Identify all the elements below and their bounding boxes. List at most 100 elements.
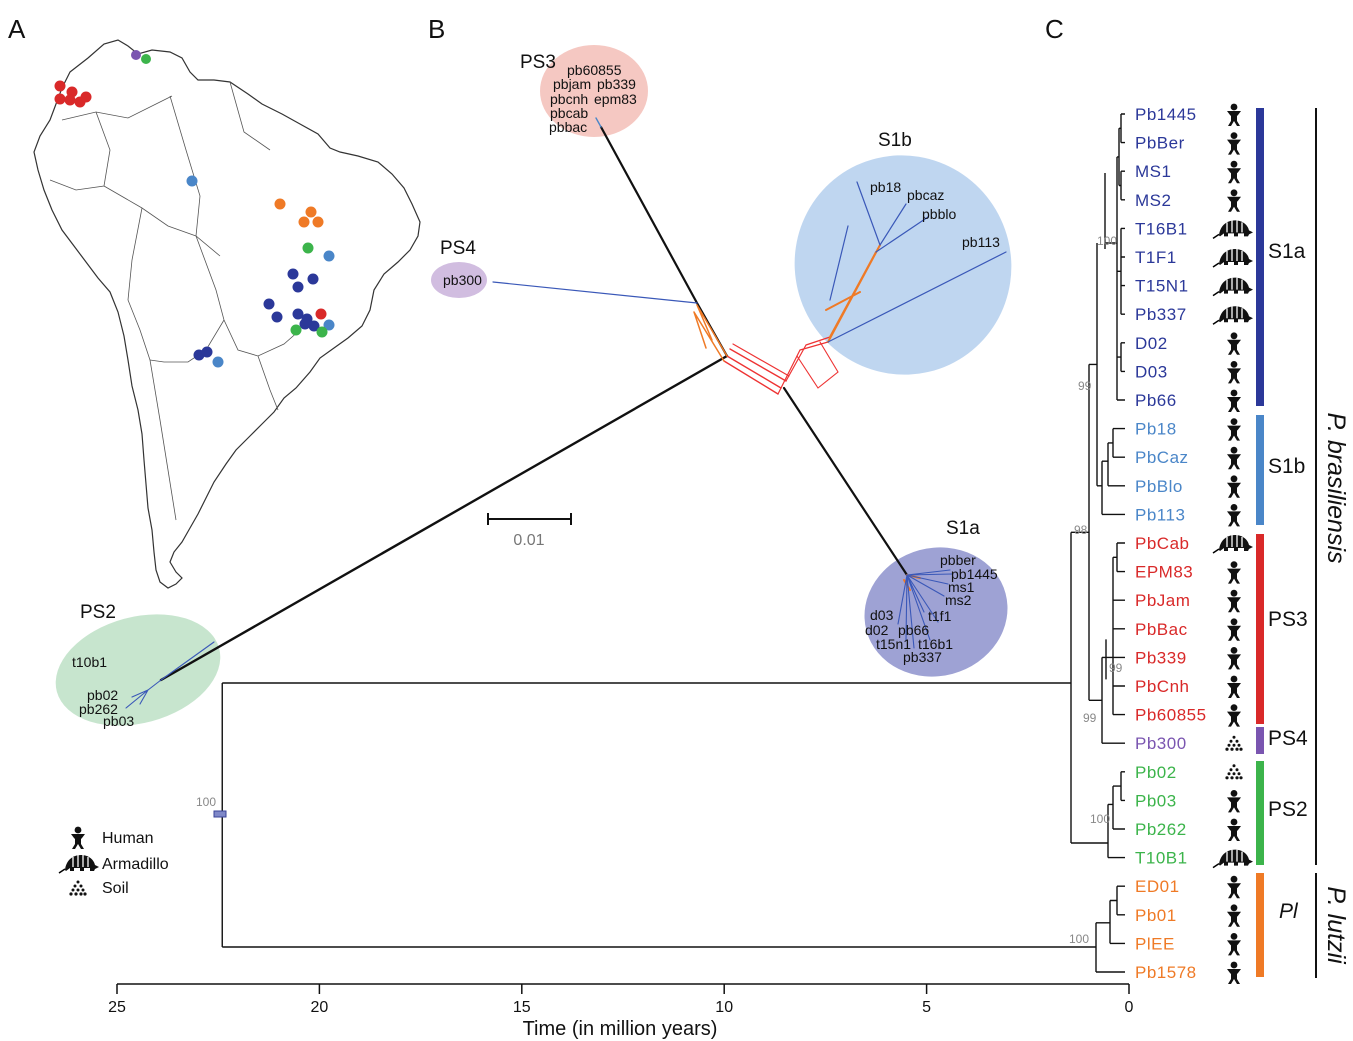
tip-label-pb337: Pb337 xyxy=(1135,305,1187,324)
human-icon xyxy=(1227,875,1241,899)
tip-label-pbcnh: PbCnh xyxy=(1135,677,1189,696)
net-label-pb03: pb03 xyxy=(103,713,134,729)
clade-label-ps2: PS2 xyxy=(1268,798,1308,821)
tip-label-pbber: PbBer xyxy=(1135,134,1185,153)
bootstrap-s1: 99 xyxy=(1078,379,1092,393)
net-label-pb02: pb02 xyxy=(87,687,118,703)
human-icon xyxy=(1227,933,1241,956)
armadillo-icon xyxy=(1212,219,1254,240)
net-label-pb300: pb300 xyxy=(443,272,482,288)
clade-bar-pl xyxy=(1256,873,1264,977)
tree-branch-paths xyxy=(221,113,1125,973)
net-label-t16b1: t16b1 xyxy=(918,636,953,652)
panel-c-letter: C xyxy=(1045,14,1064,44)
tip-label-t10b1: T10B1 xyxy=(1135,849,1188,868)
net-label-pb18: pb18 xyxy=(870,179,901,195)
human-icon xyxy=(1227,618,1241,641)
bootstrap-lutzii: 100 xyxy=(1069,932,1089,946)
net-label-d02: d02 xyxy=(865,622,889,638)
armadillo-icon xyxy=(1212,248,1254,268)
net-label-pb60855: pb60855 xyxy=(567,62,622,78)
time-axis-tick-label: 20 xyxy=(311,999,329,1016)
tip-label-pb339: Pb339 xyxy=(1135,648,1187,667)
tip-label-epm83: EPM83 xyxy=(1135,563,1193,582)
tip-label-pb262: Pb262 xyxy=(1135,820,1187,839)
net-label-pbcab: pbcab xyxy=(550,105,588,121)
net-label-ms1: ms1 xyxy=(948,579,975,595)
panel-a-letter: A xyxy=(8,14,26,44)
human-icon xyxy=(1227,361,1241,384)
net-label-t1f1: t1f1 xyxy=(928,608,952,624)
clade-label-s1a: S1a xyxy=(1268,240,1306,263)
net-label-pb337: pb337 xyxy=(903,649,942,665)
net-label-pbber: pbber xyxy=(940,552,976,568)
bootstrap-ps3-ps4: 99 xyxy=(1083,711,1097,725)
human-icon xyxy=(1227,790,1241,813)
human-icon xyxy=(1227,189,1241,212)
tip-label-t1f1: T1F1 xyxy=(1135,248,1177,267)
tip-label-pb01: Pb01 xyxy=(1135,906,1177,925)
country-borders xyxy=(49,81,301,521)
root-node-bar xyxy=(213,810,227,818)
ps2-label: PS2 xyxy=(80,602,116,623)
tip-label-pb113: Pb113 xyxy=(1135,505,1185,524)
tip-labels: Pb1445 PbBer MS1 MS2 T16B1 T1F1 T15N1 Pb337 D02 D… xyxy=(1135,105,1207,982)
soil-icon xyxy=(1225,735,1243,751)
tip-label-ed01: ED01 xyxy=(1135,877,1180,896)
time-axis-tick-label: 5 xyxy=(922,999,931,1016)
human-icon xyxy=(1227,704,1241,727)
net-label-pb1445: pb1445 xyxy=(951,566,998,582)
tip-label-d03: D03 xyxy=(1135,362,1168,381)
tip-label-ms2: MS2 xyxy=(1135,191,1171,210)
armadillo-icon xyxy=(1212,848,1254,869)
clade-label-ps3: PS3 xyxy=(1268,608,1308,631)
tip-label-pb1578: Pb1578 xyxy=(1135,963,1197,982)
time-axis-ticks: 25 20 15 10 5 0 xyxy=(108,984,1134,1016)
south-america-outline xyxy=(33,39,421,589)
tip-label-pb60855: Pb60855 xyxy=(1135,706,1207,725)
clade-bars xyxy=(1256,108,1264,977)
tip-label-pbblo: PbBlo xyxy=(1135,477,1183,496)
human-icon xyxy=(1227,475,1241,498)
net-label-pb339: pb339 xyxy=(597,76,636,92)
ps3-label: PS3 xyxy=(520,52,556,73)
host-icons xyxy=(1212,103,1254,984)
panel-b-letter: B xyxy=(428,14,445,44)
bootstrap-ps3: 99 xyxy=(1109,661,1123,675)
net-label-pb113: pb113 xyxy=(962,234,1000,250)
net-label-d03: d03 xyxy=(870,607,894,623)
human-icon xyxy=(1227,446,1241,470)
tree-branches xyxy=(221,113,1125,973)
tip-label-pb02: Pb02 xyxy=(1135,763,1177,782)
clade-label-s1b: S1b xyxy=(1268,455,1305,478)
human-icon xyxy=(1227,675,1241,698)
human-icon xyxy=(1227,332,1241,355)
net-label-pb262: pb262 xyxy=(79,701,118,717)
tip-label-pb300: Pb300 xyxy=(1135,734,1187,753)
net-label-pbbac: pbbac xyxy=(549,119,587,135)
s1a-ellipse xyxy=(864,547,1008,677)
human-icon xyxy=(1227,103,1241,126)
human-icon xyxy=(1227,961,1241,984)
time-axis-tick-label: 25 xyxy=(108,999,126,1016)
tip-label-t15n1: T15N1 xyxy=(1135,277,1189,296)
bootstrap-root: 100 xyxy=(196,795,216,809)
tip-label-pb03: Pb03 xyxy=(1135,791,1177,810)
clade-bar-ps2 xyxy=(1256,761,1264,865)
time-axis-tick-label: 15 xyxy=(513,999,531,1016)
human-icon xyxy=(1227,904,1241,927)
human-icon xyxy=(1227,389,1241,412)
tip-label-d02: D02 xyxy=(1135,334,1168,353)
net-label-t15n1: t15n1 xyxy=(876,636,911,652)
s1b-label: S1b xyxy=(878,130,912,151)
legend-armadillo-label: Armadillo xyxy=(102,856,169,873)
net-label-pbjam: pbjam xyxy=(553,76,591,92)
legend-human-label: Human xyxy=(102,830,154,847)
legend-soil-label: Soil xyxy=(102,880,129,897)
species-label-brasiliensis: P. brasiliensis xyxy=(1322,412,1350,563)
human-icon xyxy=(1227,818,1241,841)
human-icon xyxy=(1227,160,1241,184)
species-label-lutzii: P. lutzii xyxy=(1322,886,1350,965)
clade-label-pl: Pl xyxy=(1279,900,1299,923)
